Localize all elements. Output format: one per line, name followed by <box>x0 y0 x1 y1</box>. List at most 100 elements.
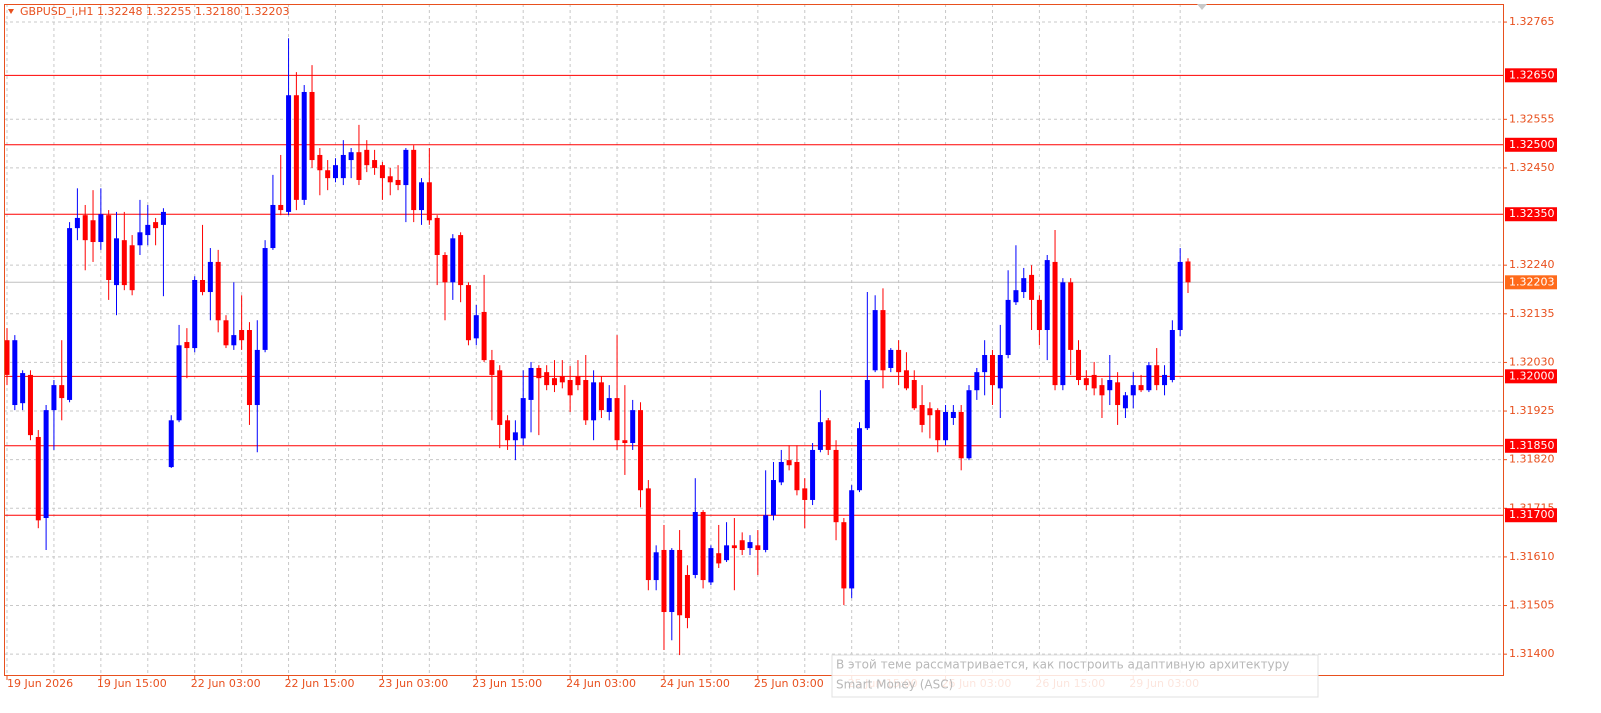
candle-body <box>544 372 550 386</box>
candle-body <box>935 410 941 441</box>
candle-body <box>551 378 557 386</box>
candle-body <box>958 411 964 459</box>
candle-body <box>419 182 425 211</box>
candle-body <box>395 179 401 186</box>
chart-title: GBPUSD_i,H1 1.32248 1.32255 1.32180 1.32… <box>20 5 289 18</box>
menu-arrow[interactable] <box>8 9 14 14</box>
candle-body <box>458 235 464 286</box>
candle-body <box>943 411 949 441</box>
candle-body <box>653 552 659 581</box>
candle-body <box>74 217 80 229</box>
candle-body <box>1138 385 1144 391</box>
last-price-label: 1.32203 <box>1509 275 1555 288</box>
candle-body <box>880 310 886 371</box>
candle-body <box>802 488 808 500</box>
candle-body <box>630 410 636 443</box>
candle-body <box>669 549 675 613</box>
x-tick-label: 22 Jun 15:00 <box>285 677 355 690</box>
candle-body <box>231 335 237 346</box>
candle-body <box>278 204 284 211</box>
candle-body <box>12 340 18 406</box>
candle-body <box>301 91 307 200</box>
candle-body <box>606 398 612 412</box>
level-box <box>1505 369 1557 384</box>
candle-body <box>43 410 49 519</box>
level-box <box>1505 508 1557 523</box>
candle-body <box>708 548 714 583</box>
x-tick-label: 19 Jun 2026 <box>7 677 73 690</box>
level-label: 1.31850 <box>1509 439 1555 452</box>
candle-body <box>1005 299 1011 356</box>
x-tick-label: 24 Jun 03:00 <box>566 677 636 690</box>
candle-body <box>1021 278 1027 293</box>
y-tick-label: 1.32555 <box>1509 112 1555 125</box>
y-tick-label: 1.32135 <box>1509 307 1555 320</box>
candle-body <box>919 405 925 425</box>
candle-body <box>1115 382 1121 406</box>
candle-body <box>1162 374 1168 386</box>
candle-body <box>810 449 816 500</box>
candle-body <box>591 382 597 421</box>
notification[interactable]: В этой теме рассматривается, как построи… <box>831 654 1319 698</box>
candle-body <box>997 355 1003 389</box>
candle-body <box>35 436 41 521</box>
candle-body <box>20 373 26 404</box>
shift-marker[interactable] <box>1197 4 1207 10</box>
candle-body <box>1029 274 1035 300</box>
candle-body <box>27 374 33 436</box>
y-tick-label: 1.32765 <box>1509 15 1555 28</box>
candle-body <box>989 355 995 386</box>
candle-body <box>145 224 151 236</box>
candle-body <box>724 545 730 561</box>
candle-body <box>293 95 299 200</box>
candle-body <box>129 245 135 291</box>
candle-body <box>528 367 534 400</box>
candle-body <box>559 376 565 383</box>
candle-body <box>239 330 245 341</box>
candle-body <box>387 176 393 183</box>
candle-body <box>684 574 690 619</box>
candle-body <box>82 215 88 241</box>
candle-body <box>927 408 933 416</box>
candle-body <box>364 149 370 166</box>
candle-body <box>254 349 260 406</box>
candle-body <box>677 549 683 616</box>
candle-body <box>747 542 753 549</box>
candle-body <box>184 342 190 349</box>
candle-body <box>1091 374 1097 389</box>
candle-body <box>864 380 870 429</box>
candle-body <box>137 232 143 246</box>
candle-body <box>911 380 917 409</box>
candle-body <box>512 432 518 441</box>
candle-body <box>825 420 831 450</box>
candle-body <box>794 461 800 491</box>
y-tick-label: 1.31610 <box>1509 550 1555 563</box>
level-label: 1.31700 <box>1509 508 1555 521</box>
candle-body <box>356 152 362 180</box>
candle-body <box>121 240 127 286</box>
x-tick-label: 19 Jun 15:00 <box>97 677 167 690</box>
candle-body <box>786 460 792 466</box>
candle-body <box>731 545 737 549</box>
candle-body <box>309 91 315 161</box>
candle-body <box>372 160 378 168</box>
candle-body <box>638 410 644 491</box>
candle-body <box>332 165 338 179</box>
candle-body <box>1076 349 1082 381</box>
level-box <box>1505 438 1557 453</box>
candle-body <box>168 420 174 468</box>
candle-body <box>872 310 878 371</box>
notification-line: Smart Money (ASC) <box>836 678 953 692</box>
candle-body <box>489 360 495 375</box>
candle-body <box>113 238 119 286</box>
candle-body <box>340 154 346 179</box>
y-tick-label: 1.32030 <box>1509 355 1555 368</box>
candle-body <box>833 449 839 523</box>
candle-body <box>520 398 526 439</box>
candle-body <box>442 254 448 283</box>
candle-body <box>1036 299 1042 331</box>
notification-box <box>831 654 1319 698</box>
candle-body <box>1060 282 1066 386</box>
candle-body <box>1044 260 1050 331</box>
